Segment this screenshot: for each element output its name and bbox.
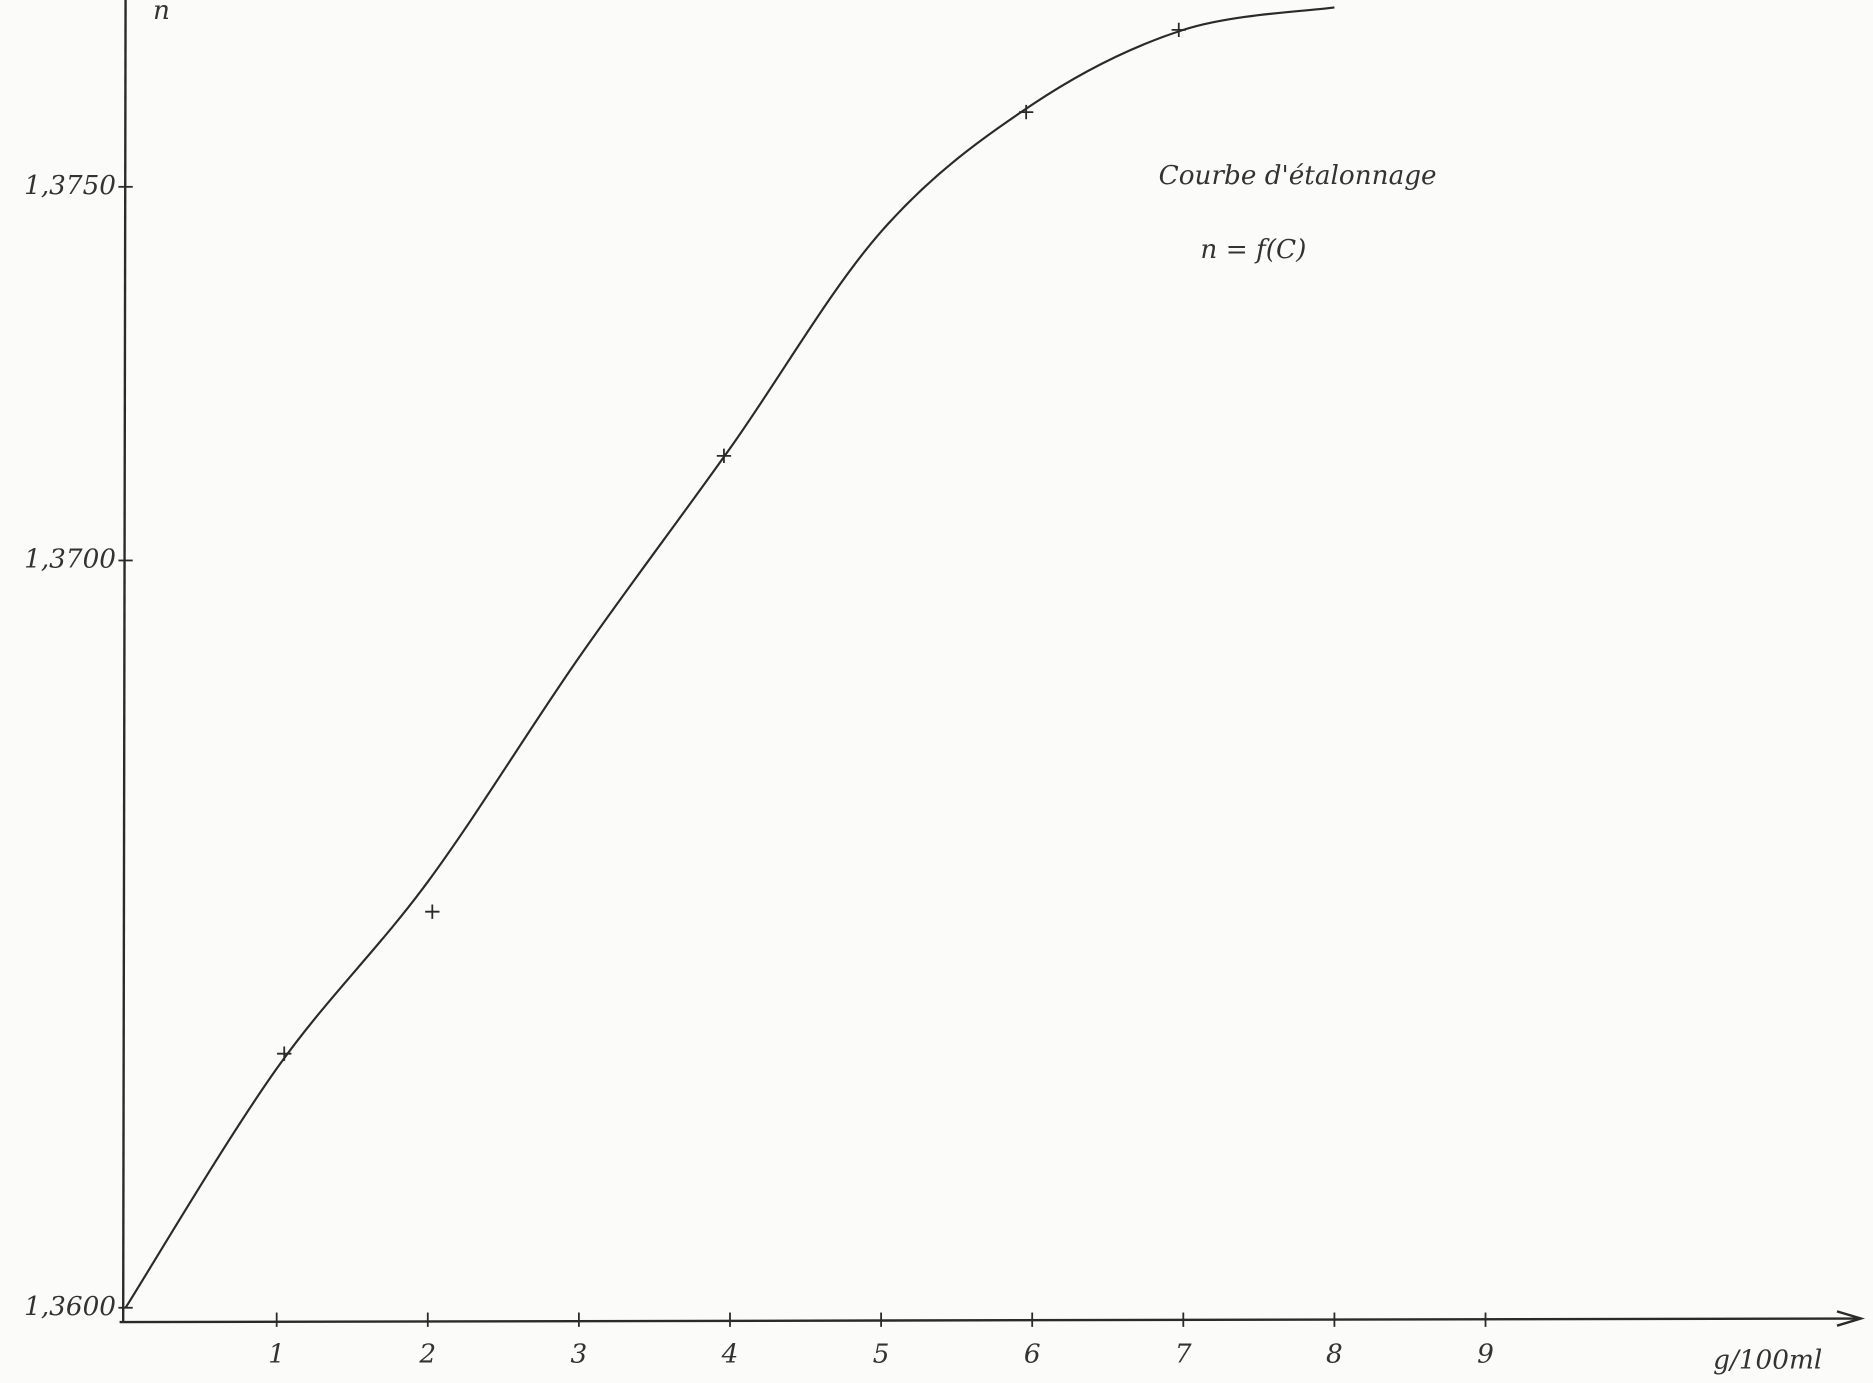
x-tick-label: 5 (873, 1340, 890, 1370)
x-tick-label: 6 (1024, 1340, 1041, 1370)
x-tick-label: 9 (1477, 1340, 1494, 1370)
x-tick-label: 4 (721, 1340, 739, 1370)
y-tick-label: 1,3750 (24, 171, 116, 201)
y-tick-label: 1,3700 (24, 544, 116, 574)
x-tick-label: 7 (1175, 1340, 1192, 1370)
x-tick-label: 8 (1326, 1340, 1343, 1370)
chart: n g/100ml Courbe d'étalonnage n = f(C) 1… (0, 0, 1873, 1383)
x-tick-label: 2 (418, 1340, 436, 1370)
page: n g/100ml Courbe d'étalonnage n = f(C) 1… (0, 0, 1873, 1383)
y-tick-label: 1,3600 (24, 1292, 116, 1322)
y-axis-label: n (153, 0, 170, 26)
chart-title: Courbe d'étalonnage (1159, 161, 1437, 191)
x-tick-label: 3 (571, 1340, 588, 1370)
chart-subtitle: n = f(C) (1200, 235, 1306, 265)
x-tick-label: 1 (268, 1340, 285, 1370)
paper (0, 0, 1873, 1383)
x-axis-label: g/100ml (1713, 1346, 1822, 1376)
